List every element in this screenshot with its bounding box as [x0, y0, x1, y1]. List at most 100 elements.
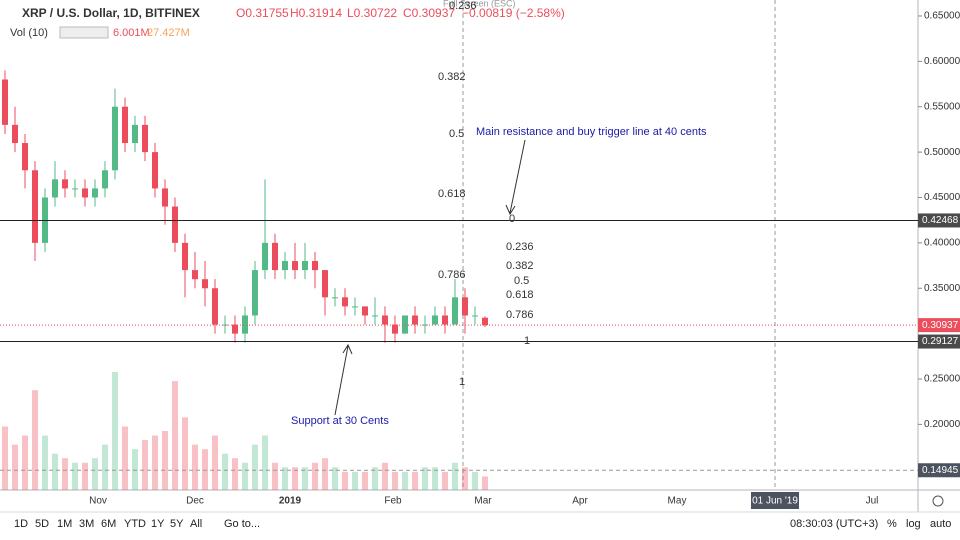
settings-icon[interactable] [932, 495, 944, 507]
volume-bar [282, 467, 288, 490]
candle-body [432, 315, 438, 325]
candle-body [182, 242, 188, 271]
volume-bar [452, 462, 458, 490]
candle-body [142, 124, 148, 153]
range-button[interactable]: YTD [124, 518, 146, 530]
fib-label: 0.236 [506, 241, 534, 253]
volume-bar [182, 417, 188, 490]
volume-bar [232, 458, 238, 490]
candle-body [242, 315, 248, 334]
range-button[interactable]: 1D [14, 518, 28, 530]
volume-bar [432, 467, 438, 490]
candle-body [462, 297, 468, 316]
range-button[interactable]: 6M [101, 518, 116, 530]
symbol: XRP / U.S. Dollar, 1D, BITFINEX [22, 6, 200, 20]
candle-body [232, 324, 238, 334]
close: C0.30937 [403, 6, 455, 20]
low: L0.30722 [347, 6, 397, 20]
x-tick-label: Jul [866, 496, 879, 507]
volume-value: 6.001M [113, 27, 150, 39]
price-box [918, 334, 960, 349]
volume-bar [372, 467, 378, 490]
log-toggle[interactable]: log [906, 518, 921, 530]
toolbar: Go to... 08:30:03 (UTC+3) % log auto 1D 5… [14, 518, 951, 530]
candle-body [282, 261, 288, 271]
candle-body [62, 179, 68, 189]
volume-bar [312, 462, 318, 490]
volume-bar [242, 462, 248, 490]
volume-bar [172, 381, 178, 490]
tooltip: Full Screen (ESC) [443, 0, 516, 8]
volume-bar [2, 426, 8, 490]
volume-name: Vol (10) [10, 27, 48, 39]
volume-bar [72, 462, 78, 490]
x-tick-label: Nov [89, 496, 107, 507]
candle-body [382, 315, 388, 325]
volume-bar [202, 449, 208, 490]
candle-body [22, 143, 28, 171]
range-button[interactable]: 1Y [151, 518, 165, 530]
auto-toggle[interactable]: auto [930, 518, 951, 530]
candle-body [252, 270, 258, 316]
volume-bar [332, 467, 338, 490]
candle-body [362, 306, 368, 316]
high: H0.31914 [290, 6, 342, 20]
fib-label: 0 [509, 213, 515, 225]
price-box [918, 213, 960, 228]
candle-body [132, 124, 138, 144]
y-tick-label: 0.60000 [924, 56, 960, 67]
last-price-label: 0.30937 [922, 320, 959, 331]
candle-body [102, 170, 108, 189]
volume-bar [12, 444, 18, 490]
x-tick-label: May [668, 496, 687, 507]
range-button[interactable]: 5D [35, 518, 49, 530]
fib-label: 1 [459, 376, 465, 388]
volume-bar [42, 435, 48, 490]
y-tick-label: 0.45000 [924, 192, 960, 203]
price-label: 0.29127 [922, 336, 959, 347]
range-button[interactable]: 5Y [170, 518, 184, 530]
crosshair-box [918, 463, 960, 478]
annotation: Main resistance and buy trigger line at … [476, 126, 707, 138]
volume-bar [322, 458, 328, 490]
candle-body [152, 152, 158, 189]
candle-body [342, 297, 348, 307]
candle-body [12, 124, 18, 144]
fib-label: 0.786 [438, 269, 466, 281]
range-button[interactable]: 1M [57, 518, 72, 530]
arrow [505, 139, 526, 216]
candle-body [482, 317, 488, 326]
volume-bar [122, 426, 128, 490]
legend-buttons[interactable] [59, 26, 109, 39]
percent-toggle[interactable]: % [887, 518, 897, 530]
candle-body [192, 270, 198, 280]
candle-body [162, 188, 168, 207]
fib-label: 0.382 [438, 71, 466, 83]
y-tick-label: 0.35000 [924, 283, 960, 294]
x-tick-label: Mar [474, 496, 492, 507]
volume-bar [212, 435, 218, 490]
volume-bar [32, 390, 38, 490]
fib-label: 0.786 [506, 309, 534, 321]
volume-bar [62, 458, 68, 490]
volume-bar [462, 467, 468, 490]
y-tick-label: 0.65000 [924, 11, 960, 22]
fib-label: 0.382 [506, 260, 534, 272]
x-tick-label: Feb [384, 496, 402, 507]
volume-bar [222, 453, 228, 490]
volume-bar [142, 440, 148, 490]
volume-bar [442, 471, 448, 490]
annotation: Support at 30 Cents [291, 415, 389, 427]
volume-layer [2, 372, 488, 490]
change: −0.00819 (−2.58%) [462, 6, 565, 20]
candle-body [322, 270, 328, 298]
candle-body [112, 106, 118, 171]
candle-body [292, 261, 298, 271]
range-button[interactable]: All [190, 518, 202, 530]
candle-body [312, 261, 318, 271]
range-button[interactable]: 3M [79, 518, 94, 530]
candle-body [212, 288, 218, 325]
goto[interactable]: Go to... [224, 518, 260, 530]
